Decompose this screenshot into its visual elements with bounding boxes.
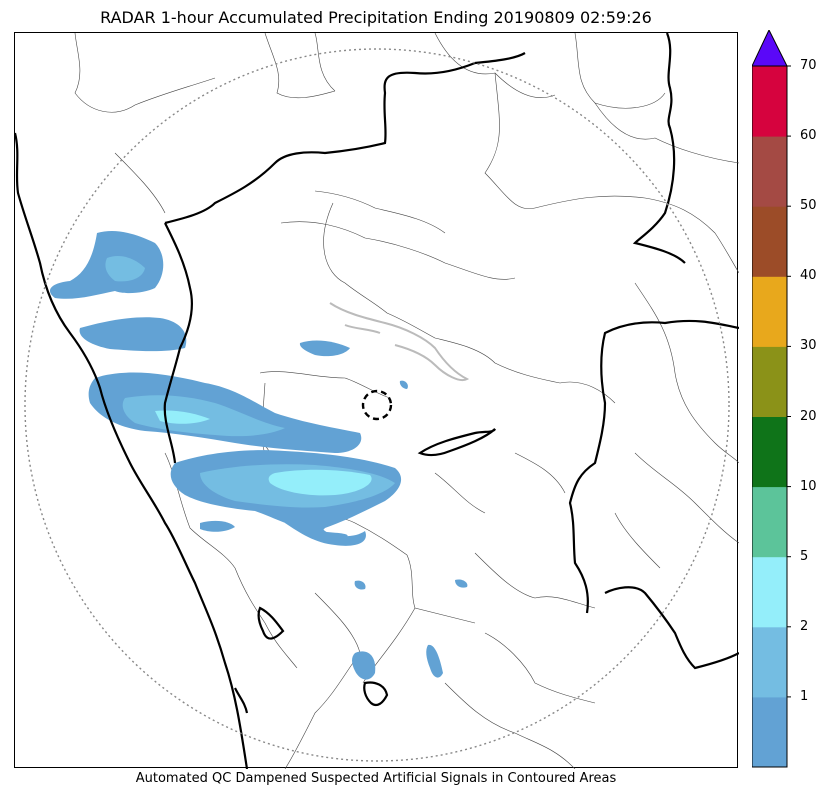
colorbar-label: 60 — [800, 128, 817, 144]
colorbar-extend-arrow — [751, 28, 788, 67]
qc-note: Automated QC Dampened Suspected Artifici… — [135, 771, 617, 786]
colorbar-label: 70 — [800, 58, 817, 73]
radar-map — [14, 32, 739, 769]
colorbar-segment — [752, 136, 787, 207]
district-boundaries — [74, 33, 739, 769]
precipitation-areas — [50, 231, 468, 680]
colorbar-label: 2 — [800, 618, 809, 634]
colorbar-label: 50 — [800, 198, 817, 214]
colorbar-label: 30 — [800, 338, 817, 354]
colorbar-segment — [752, 206, 787, 277]
colorbar-label: 1 — [800, 688, 809, 704]
radar-range-ring — [24, 48, 730, 762]
colorbar-segment — [752, 486, 787, 558]
colorbar: 1 2 5 10 20 30 40 50 60 70 — [751, 28, 825, 770]
colorbar-outline — [751, 65, 788, 768]
map-canvas — [15, 33, 739, 769]
colorbar-segment — [752, 276, 787, 347]
colorbar-segment — [752, 556, 787, 628]
colorbar-segment — [752, 346, 787, 417]
radar-site-marker — [361, 389, 393, 421]
colorbar-label: 10 — [800, 478, 817, 494]
colorbar-segment — [752, 696, 787, 768]
colorbar-segment — [752, 416, 787, 488]
chart-title: RADAR 1-hour Accumulated Precipitation E… — [100, 8, 652, 27]
qc-contours — [329, 302, 470, 381]
colorbar-segment — [752, 66, 787, 137]
colorbar-svg — [751, 28, 791, 768]
colorbar-label: 5 — [800, 548, 809, 564]
colorbar-label: 20 — [800, 408, 817, 424]
coastline-and-borders — [15, 33, 739, 769]
colorbar-segment — [752, 626, 787, 698]
colorbar-label: 40 — [800, 268, 817, 284]
